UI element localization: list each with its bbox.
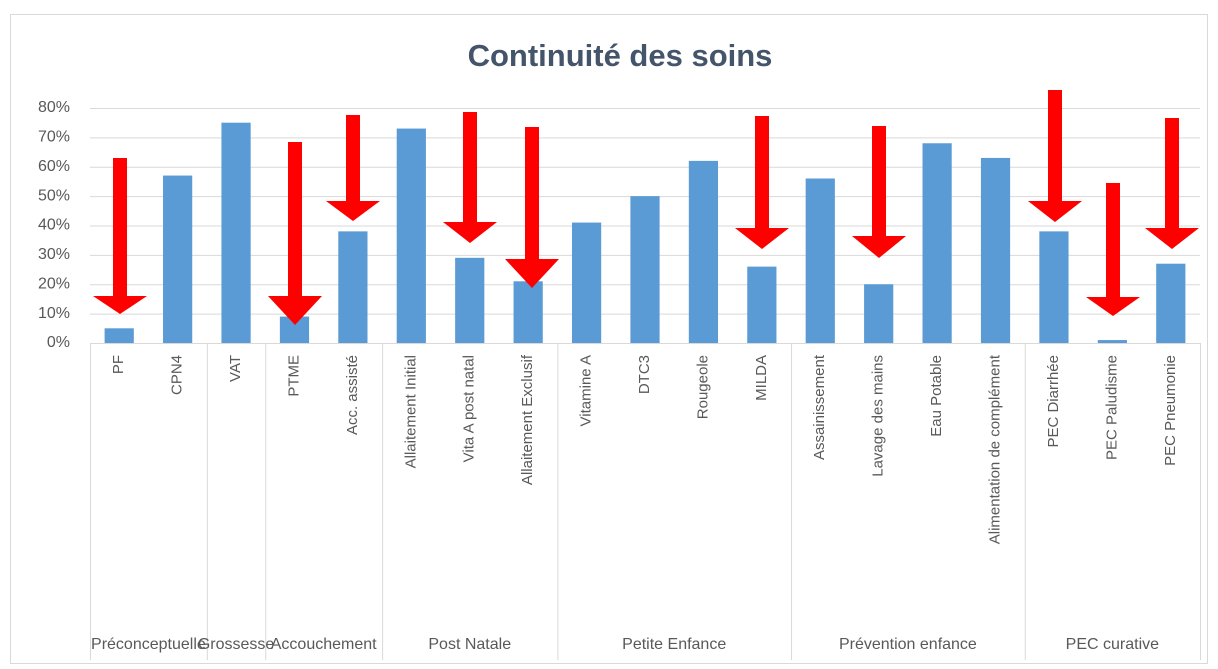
arrow bbox=[93, 158, 147, 314]
y-tick-label: 10% bbox=[38, 305, 70, 322]
x-tick-label: Allaitement Exclusif bbox=[519, 354, 536, 485]
y-tick-label: 30% bbox=[38, 246, 70, 263]
x-tick-label: PEC Diarrhée bbox=[1045, 355, 1062, 448]
arrow bbox=[268, 142, 322, 325]
y-tick-label: 40% bbox=[38, 217, 70, 234]
bar bbox=[396, 128, 426, 343]
x-tick-label: Eau Potable bbox=[928, 355, 945, 437]
group-label: Post Natale bbox=[428, 636, 511, 653]
bar bbox=[338, 231, 368, 343]
y-tick-label: 20% bbox=[38, 275, 70, 292]
bar bbox=[455, 257, 485, 343]
y-tick-label: 0% bbox=[47, 334, 70, 351]
x-tick-label: PF bbox=[110, 355, 127, 374]
arrow bbox=[852, 126, 906, 258]
x-tick-label: MILDA bbox=[753, 355, 770, 401]
bar bbox=[1097, 340, 1127, 343]
x-tick-label: VAT bbox=[227, 355, 244, 382]
y-tick-label: 70% bbox=[38, 129, 70, 146]
annotation-arrows bbox=[93, 90, 1199, 325]
bar bbox=[688, 160, 719, 343]
bar bbox=[1156, 263, 1186, 343]
x-tick-label: Vitamine A bbox=[578, 355, 595, 426]
bar bbox=[1039, 231, 1069, 343]
arrow bbox=[1028, 90, 1082, 222]
arrow bbox=[1086, 183, 1140, 316]
bar bbox=[805, 178, 835, 343]
x-tick-label: Acc. assisté bbox=[344, 355, 361, 435]
bar bbox=[221, 122, 251, 343]
y-tick-label: 50% bbox=[38, 187, 70, 204]
arrow bbox=[505, 127, 559, 288]
x-tick-label: Vita A post natal bbox=[461, 355, 478, 462]
y-tick-label: 80% bbox=[38, 99, 70, 116]
bar bbox=[630, 196, 660, 343]
group-label: Préconceptuelle bbox=[91, 636, 206, 653]
x-tick-label: PTME bbox=[285, 355, 302, 397]
group-label: Petite Enfance bbox=[622, 636, 726, 653]
x-tick-label: PEC Pneumonie bbox=[1162, 355, 1179, 466]
bar bbox=[513, 281, 543, 343]
group-label: Prévention enfance bbox=[839, 636, 977, 653]
bar bbox=[747, 266, 777, 343]
x-tick-label: DTC3 bbox=[636, 355, 653, 394]
chart-title: Continuité des soins bbox=[468, 38, 773, 73]
arrow bbox=[326, 115, 380, 221]
y-tick-label: 60% bbox=[38, 158, 70, 175]
x-tick-label: CPN4 bbox=[169, 355, 186, 395]
x-tick-label: PEC Paludisme bbox=[1103, 355, 1120, 460]
x-tick-label: Allaitement Initial bbox=[402, 355, 419, 468]
bar bbox=[104, 328, 134, 343]
arrow bbox=[443, 112, 497, 243]
group-label: Accouchement bbox=[271, 636, 377, 653]
bar bbox=[571, 222, 602, 343]
arrow bbox=[1145, 118, 1199, 249]
bar bbox=[163, 175, 193, 343]
x-tick-label: Alimentation de complément bbox=[986, 354, 1003, 544]
bar bbox=[922, 143, 952, 343]
group-label: PEC curative bbox=[1066, 636, 1159, 653]
x-tick-label: Assainissement bbox=[811, 354, 828, 460]
arrow bbox=[735, 116, 789, 249]
group-label: Grossesse bbox=[198, 636, 275, 653]
x-tick-label: Rougeole bbox=[694, 355, 711, 419]
plot-area: 0% 10% 20% 30% 40% 50% 60% 70% 80% PF CPN4 Préconce… bbox=[38, 99, 1201, 660]
x-tick-label: Lavage des mains bbox=[870, 355, 887, 477]
bar bbox=[864, 284, 894, 343]
bar bbox=[980, 157, 1011, 343]
